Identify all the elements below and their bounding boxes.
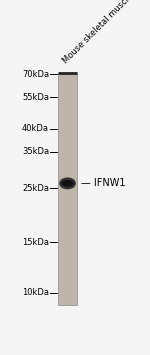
Text: 70kDa: 70kDa xyxy=(22,70,49,78)
Text: 40kDa: 40kDa xyxy=(22,124,49,133)
Text: 15kDa: 15kDa xyxy=(22,237,49,247)
Text: 25kDa: 25kDa xyxy=(22,184,49,192)
Bar xyxy=(58,73,77,305)
Text: 55kDa: 55kDa xyxy=(22,93,49,102)
Text: — IFNW1: — IFNW1 xyxy=(81,178,125,189)
Text: 35kDa: 35kDa xyxy=(22,147,49,157)
Ellipse shape xyxy=(59,178,76,189)
Text: 10kDa: 10kDa xyxy=(22,288,49,297)
Ellipse shape xyxy=(61,180,74,187)
Text: Mouse skeletal muscle: Mouse skeletal muscle xyxy=(61,0,135,66)
